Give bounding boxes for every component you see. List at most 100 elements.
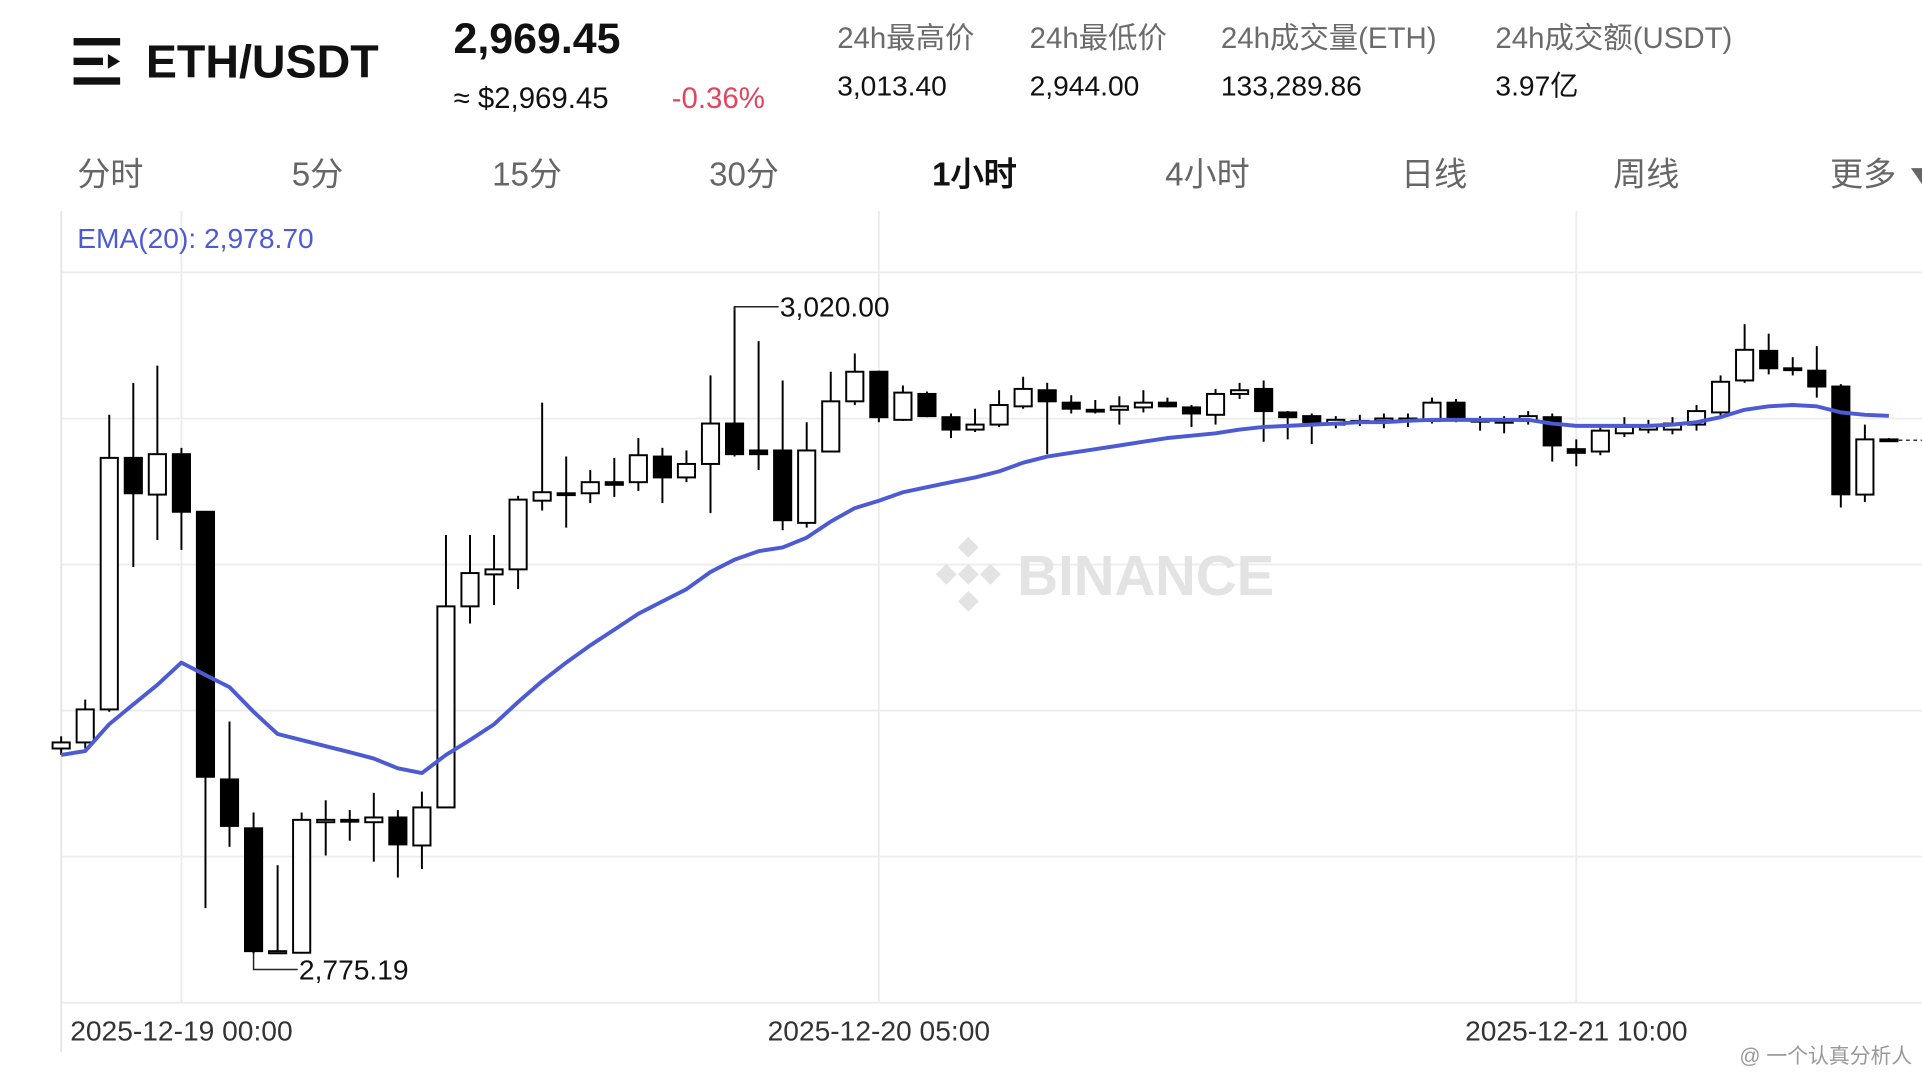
symbol: ETH/USDT [146,35,379,87]
candle-body [436,605,456,809]
candle-body [749,449,769,456]
candle-body [1109,405,1129,411]
candle-body [700,422,721,465]
candle-body [965,423,985,431]
min-label: 2,775.19 [299,953,409,985]
candle-body [1446,401,1466,420]
candle-body [1831,385,1851,496]
max-leader [733,306,779,311]
stat-label: 24h最低价 [1030,22,1167,55]
interval-tab[interactable]: 分时 [77,156,143,193]
candle-body [652,455,672,479]
menu-bar [73,38,121,46]
candle-body [412,806,432,847]
candle-body [917,392,937,418]
ema-label: EMA(20): 2,978.70 [77,222,313,254]
candle-body [845,370,865,403]
candle-body [340,818,360,823]
stat-value: 133,289.86 [1221,70,1362,102]
min-leader [252,953,298,971]
candle-body [1085,408,1105,413]
candle-body [460,572,480,608]
x-tick-label: 2025-12-21 10:00 [1465,1015,1687,1047]
candle-body [1278,411,1298,419]
price-change: -0.36% [672,82,765,115]
candle-body [628,454,648,484]
candle-body [123,456,143,495]
candle-body [604,481,624,486]
candle-body [1590,429,1610,453]
dropdown-arrow [1910,168,1922,185]
interval-tab[interactable]: 15分 [492,156,562,193]
interval-tab[interactable]: 日线 [1401,156,1467,193]
candle-body [1013,387,1033,408]
candle-body [99,456,119,711]
candle-body [1566,448,1586,454]
candle-body [1205,392,1226,416]
candle-body [388,816,408,846]
candle-body [364,816,384,824]
candle-body [532,491,552,502]
watermark-diamond [957,536,979,558]
candle-body [773,449,793,522]
watermark-diamond [957,563,979,585]
candle-body [1711,380,1731,414]
candle-body [1879,438,1899,443]
interval-tab[interactable]: 30分 [709,156,779,193]
candle-body [821,400,841,453]
stat-value: 3.97亿 [1495,70,1578,102]
candle-body [1783,367,1803,372]
watermark-diamond [980,563,1001,585]
interval-tab[interactable]: 周线 [1613,156,1679,193]
price-usd: ≈ $2,969.45 [454,82,609,115]
interval-tab[interactable]: 更多 [1830,156,1896,193]
watermark: BINANCE [1017,544,1274,607]
candle-body [676,462,697,479]
stat-value: 3,013.40 [837,70,947,102]
candle-body [1759,349,1779,370]
last-price: 2,969.45 [454,15,621,63]
max-label: 3,020.00 [780,291,890,323]
menu-arrow [107,54,121,69]
watermark-diamond [935,563,957,585]
candle-body [1254,387,1274,413]
candle-body [941,416,961,431]
candle-body [724,422,745,456]
chart: BINANCE 2025-12-19 00:00 2025-12-20 05:00 2… [51,211,1922,1068]
watermark-logo [935,536,1001,612]
stats: 24h最高价 3,013.40 24h最低价 2,944.00 24h成交量(ETH) 1… [837,22,1732,102]
candle-body [292,818,312,954]
candle-body [869,370,889,419]
credit: @ 一个认真分析人 [1739,1045,1912,1068]
watermark-diamond [957,590,979,612]
candle-body [1855,438,1875,496]
candle-body [1302,415,1322,424]
menu-bar [73,77,121,85]
x-tick-label: 2025-12-19 00:00 [70,1015,292,1047]
candle-body [1133,401,1153,409]
interval-tab[interactable]: 5分 [292,156,343,193]
candle-body [316,818,336,824]
interval-tabs: 分时 5分 15分 30分 1小时 4小时 日线 周线 更多 [77,156,1922,193]
stat-label: 24h最高价 [837,22,974,55]
candle-body [219,778,240,827]
candle-body [171,453,191,513]
candle-body [195,510,216,778]
candle-body [893,391,913,421]
candle-body [1807,369,1827,388]
interval-tab[interactable]: 4小时 [1165,156,1250,193]
candle-body [580,481,600,495]
candle-body [147,453,167,496]
candle-body [1181,406,1202,415]
menu-bar [73,57,103,66]
interval-tab[interactable]: 1小时 [932,156,1017,193]
candle-body [1061,401,1081,410]
candle-body [556,492,576,497]
candle-body [1735,348,1755,382]
candle-body [244,827,264,953]
candle-body [268,950,288,955]
stat-label: 24h成交额(USDT) [1495,22,1732,55]
menu-icon[interactable] [73,38,121,85]
stat-value: 2,944.00 [1030,70,1140,102]
